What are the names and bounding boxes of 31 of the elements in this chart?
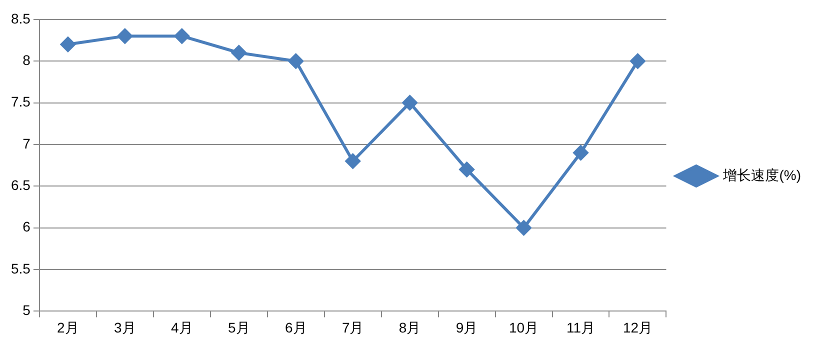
point [459,162,474,177]
point [630,54,646,69]
point [573,145,588,160]
x-tick-label: 9月 [456,319,478,336]
point [174,28,190,44]
y-tick-label: 8.5 [10,10,31,26]
legend-label: 增长速度(%) [722,166,802,183]
point [231,45,246,60]
x-tick-label: 8月 [398,319,421,336]
x-tick-label: 6月 [284,319,307,336]
point [117,28,132,44]
y-tick-label: 5.5 [10,260,31,276]
x-tick-label: 11月 [566,319,596,336]
y-tick-label: 8 [22,52,31,68]
x-tick-label: 12月 [622,319,653,336]
x-tick-label: 3月 [114,319,136,336]
y-tick-label: 6 [22,218,31,235]
x-tick-label: 2月 [57,319,79,336]
point [516,220,532,236]
point [345,154,360,169]
y-tick-label: 7.5 [10,94,31,110]
y-tick-label: 5 [22,302,31,318]
y-tick-label: 7 [22,135,31,152]
point [288,54,304,69]
point [402,95,418,110]
x-tick-label: 10月 [508,319,539,336]
x-tick-label: 5月 [228,319,250,336]
y-tick-label: 6.5 [10,177,31,193]
point [60,36,76,52]
x-tick-label: 4月 [171,319,193,336]
x-tick-label: 7月 [342,319,364,336]
